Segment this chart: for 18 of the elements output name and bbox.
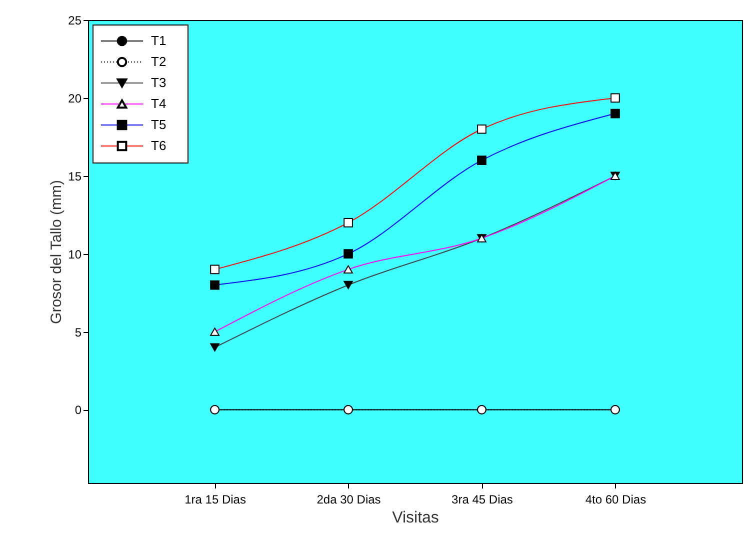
legend-label: T5 bbox=[151, 117, 166, 132]
legend-label: T2 bbox=[151, 54, 166, 69]
y-tick-label: 10 bbox=[68, 247, 82, 262]
x-tick-label: 1ra 15 Dias bbox=[184, 492, 246, 506]
x-tick-label: 3ra 45 Dias bbox=[452, 492, 513, 506]
x-axis-title: Visitas bbox=[392, 510, 439, 526]
legend-label: T3 bbox=[151, 75, 166, 90]
x-tick-label: 2da 30 Dias bbox=[316, 492, 381, 506]
y-tick-label: 25 bbox=[68, 14, 82, 28]
y-tick-label: 20 bbox=[68, 91, 82, 106]
legend-label: T4 bbox=[151, 96, 166, 111]
y-axis-title: Grosor del Tallo (mm) bbox=[48, 180, 66, 324]
y-tick-label: 5 bbox=[74, 325, 82, 340]
x-tick-label: 4to 60 Dias bbox=[585, 492, 646, 506]
legend-label: T6 bbox=[151, 138, 166, 153]
y-tick-label: 15 bbox=[68, 169, 82, 184]
legend-label: T1 bbox=[151, 33, 166, 48]
y-tick-label: 0 bbox=[74, 403, 82, 418]
